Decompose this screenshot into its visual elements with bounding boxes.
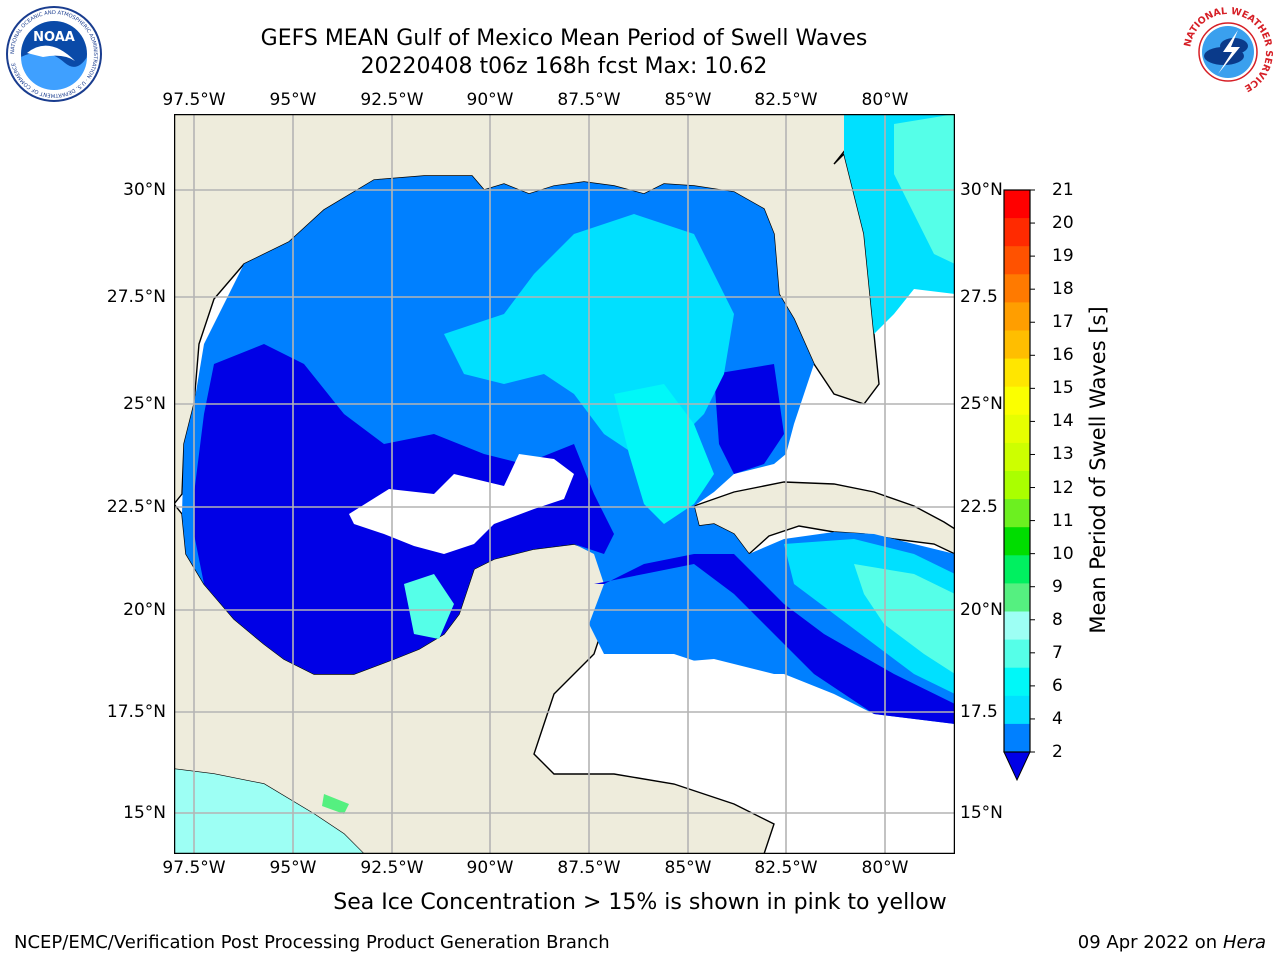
noaa-logo: NATIONAL OCEANIC AND ATMOSPHERIC ADMINIS… xyxy=(6,6,102,102)
lon-label-top: 80°W xyxy=(861,90,909,110)
footer-branch: NCEP/EMC/Verification Post Processing Pr… xyxy=(14,932,610,953)
nodata-patch-1 xyxy=(349,454,574,554)
lat-label-left: 25°N xyxy=(123,394,166,414)
colorbar-tick-label: 7 xyxy=(1052,642,1063,663)
colorbar-tick-label: 19 xyxy=(1052,246,1074,267)
lon-label-top: 95°W xyxy=(269,90,317,110)
colorbar-band xyxy=(1004,611,1030,641)
lon-label-bottom: 80°W xyxy=(861,858,909,878)
lat-label-right: 17.5 xyxy=(960,702,998,722)
colorbar-band xyxy=(1004,527,1030,556)
colorbar-label: Mean Period of Swell Waves [s] xyxy=(1086,306,1110,634)
lat-label-right: 25°N xyxy=(960,394,1003,414)
lon-label-bottom: 95°W xyxy=(269,858,317,878)
field-band-6-8-atl xyxy=(894,114,955,264)
colorbar-tick-label: 13 xyxy=(1052,444,1074,465)
colorbar-tick-label: 9 xyxy=(1052,576,1063,597)
svg-text:NOAA: NOAA xyxy=(33,30,75,45)
footer-date-text: 09 Apr 2022 on xyxy=(1077,932,1218,953)
lat-label-right: 20°N xyxy=(960,600,1003,620)
lat-label-left: 22.5°N xyxy=(106,497,166,517)
field-band-under-2-carib xyxy=(594,554,955,724)
nws-logo: NATIONAL WEATHER SERVICE xyxy=(1181,5,1275,99)
nodata-patch-2 xyxy=(594,659,844,734)
footer-date: 09 Apr 2022 on Hera xyxy=(1078,932,1266,953)
colorbar-band xyxy=(1004,386,1030,416)
field-band-6-8-pacific xyxy=(174,769,364,854)
colorbar-band xyxy=(1004,583,1030,612)
field-band-8-9 xyxy=(322,794,349,814)
map-subtitle: 20220408 t06z 168h fcst Max: 10.62 xyxy=(360,54,768,79)
footer-machine: Hera xyxy=(1222,932,1266,953)
sea-ice-note: Sea Ice Concentration > 15% is shown in … xyxy=(333,890,947,915)
lon-label-bottom: 92.5°W xyxy=(360,858,424,878)
colorbar-tick-label: 10 xyxy=(1052,543,1074,564)
colorbar-band xyxy=(1004,639,1030,669)
field-band-6-8-carib xyxy=(854,564,955,674)
colorbar-band xyxy=(1004,695,1030,725)
field-band-6-8-bay xyxy=(404,574,454,639)
lat-label-left: 17.5°N xyxy=(106,702,166,722)
field-band-under-2-east xyxy=(714,364,784,474)
colorbar-band xyxy=(1004,555,1030,584)
graticule xyxy=(174,114,955,854)
colorbar-band xyxy=(1004,358,1030,388)
colorbar-tick-label: 14 xyxy=(1052,411,1074,432)
lon-label-top: 82.5°W xyxy=(754,90,818,110)
colorbar-frame xyxy=(1003,189,1031,753)
lon-label-bottom: 97.5°W xyxy=(162,858,226,878)
map-title: GEFS MEAN Gulf of Mexico Mean Period of … xyxy=(260,26,868,51)
colorbar-tick-label: 17 xyxy=(1052,312,1074,333)
lon-label-top: 87.5°W xyxy=(557,90,621,110)
colorbar-band xyxy=(1004,302,1030,331)
lat-label-left: 15°N xyxy=(123,803,166,823)
lon-label-bottom: 87.5°W xyxy=(557,858,621,878)
colorbar-band xyxy=(1004,723,1030,753)
lat-label-right: 27.5 xyxy=(960,287,998,307)
colorbar-band xyxy=(1004,414,1030,444)
lat-label-right: 22.5 xyxy=(960,497,998,517)
map-panel xyxy=(174,114,955,854)
colorbar-band xyxy=(1004,667,1030,697)
colorbar-tick-label: 2 xyxy=(1052,742,1063,762)
lon-label-top: 85°W xyxy=(664,90,712,110)
colorbar-tick-label: 12 xyxy=(1052,477,1074,498)
colorbar xyxy=(1003,189,1035,782)
colorbar-band xyxy=(1004,442,1030,472)
colorbar-extension xyxy=(1003,751,1031,782)
lon-label-bottom: 90°W xyxy=(466,858,514,878)
colorbar-band xyxy=(1004,499,1030,528)
lat-label-left: 30°N xyxy=(123,180,166,200)
lat-label-left: 27.5°N xyxy=(106,287,166,307)
lat-label-right: 15°N xyxy=(960,803,1003,823)
colorbar-tick-label: 6 xyxy=(1052,675,1063,696)
lat-label-right: 30°N xyxy=(960,180,1003,200)
colorbar-tick-label: 16 xyxy=(1052,345,1074,366)
colorbar-band xyxy=(1004,330,1030,360)
colorbar-band xyxy=(1004,471,1030,500)
colorbar-tick-label: 15 xyxy=(1052,378,1074,399)
colorbar-tick-label: 8 xyxy=(1052,609,1063,630)
colorbar-band xyxy=(1004,246,1030,275)
colorbar-tick-label: 21 xyxy=(1052,180,1074,200)
lon-label-bottom: 85°W xyxy=(664,858,712,878)
lat-label-left: 20°N xyxy=(123,600,166,620)
colorbar-band xyxy=(1004,190,1030,219)
land-cuba xyxy=(693,481,955,556)
lon-label-top: 92.5°W xyxy=(360,90,424,110)
lon-label-top: 97.5°W xyxy=(162,90,226,110)
colorbar-tick-label: 18 xyxy=(1052,279,1074,300)
lon-label-top: 90°W xyxy=(466,90,514,110)
field-band-4-6-b xyxy=(614,384,714,524)
colorbar-tick-label: 11 xyxy=(1052,510,1074,531)
colorbar-tick-label: 20 xyxy=(1052,213,1074,234)
colorbar-band xyxy=(1004,274,1030,303)
lon-label-bottom: 82.5°W xyxy=(754,858,818,878)
colorbar-tick-label: 4 xyxy=(1052,708,1063,729)
colorbar-band xyxy=(1004,218,1030,247)
